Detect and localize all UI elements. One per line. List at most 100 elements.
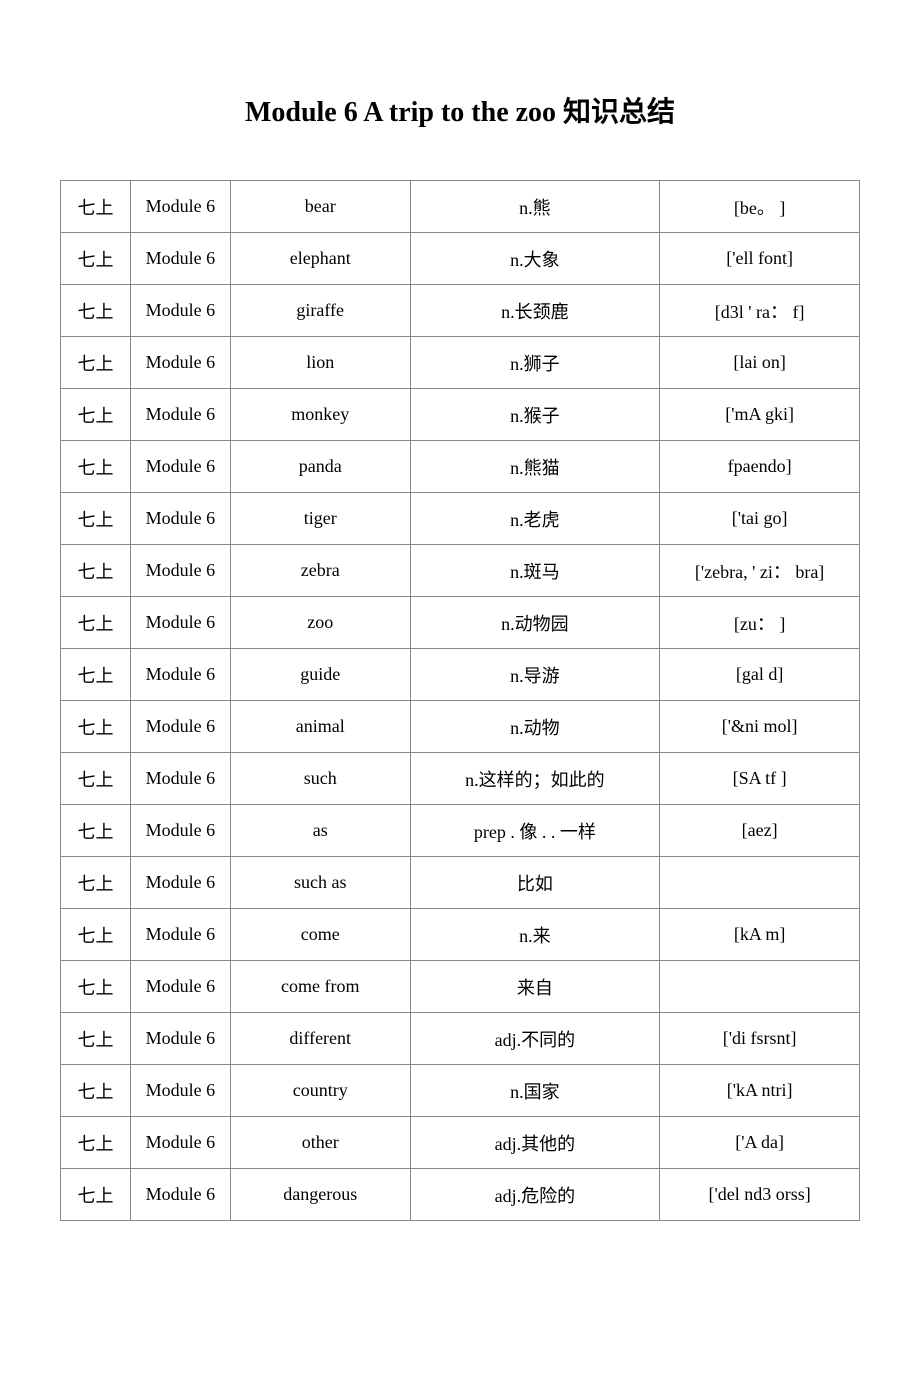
table-cell: other [230,1117,410,1169]
table-row: 七上Module 6otheradj.其他的['A da] [61,1117,860,1169]
table-cell: Module 6 [130,649,230,701]
table-cell: such as [230,857,410,909]
table-cell: 七上 [61,753,131,805]
table-cell: n.老虎 [410,493,660,545]
table-cell: 七上 [61,961,131,1013]
table-row: 七上Module 6animaln.动物['&ni mol] [61,701,860,753]
table-cell: Module 6 [130,1117,230,1169]
table-cell: 七上 [61,1117,131,1169]
table-cell: Module 6 [130,285,230,337]
table-cell: 七上 [61,909,131,961]
table-cell: Module 6 [130,961,230,1013]
table-cell: 七上 [61,1013,131,1065]
table-cell: 七上 [61,597,131,649]
table-cell: 七上 [61,493,131,545]
table-row: 七上Module 6elephantn.大象['ell font] [61,233,860,285]
table-row: 七上Module 6zoon.动物园[zu： ] [61,597,860,649]
table-cell: n.猴子 [410,389,660,441]
table-cell: n.这样的；如此的 [410,753,660,805]
table-cell: Module 6 [130,337,230,389]
table-cell: 七上 [61,1065,131,1117]
table-row: 七上Module 6asprep . 像 . . 一样[aez] [61,805,860,857]
table-row: 七上Module 6zebran.斑马['zebra, ' zi： bra] [61,545,860,597]
table-cell: [d3l ' ra： f] [660,285,860,337]
table-cell: ['zebra, ' zi： bra] [660,545,860,597]
table-cell: 七上 [61,389,131,441]
table-cell: panda [230,441,410,493]
table-cell: ['ell font] [660,233,860,285]
table-cell: 七上 [61,701,131,753]
table-cell: Module 6 [130,597,230,649]
table-cell: n.动物 [410,701,660,753]
table-row: 七上Module 6lionn.狮子[lai on] [61,337,860,389]
table-cell: [zu： ] [660,597,860,649]
table-row: 七上Module 6pandan.熊猫fpaendo] [61,441,860,493]
table-cell: Module 6 [130,181,230,233]
table-row: 七上Module 6dangerousadj.危险的['del nd3 orss… [61,1169,860,1221]
table-cell: [be。 ] [660,181,860,233]
table-cell: 七上 [61,805,131,857]
table-row: 七上Module 6such as比如 [61,857,860,909]
table-cell: adj.其他的 [410,1117,660,1169]
table-cell: Module 6 [130,857,230,909]
table-cell: [kA m] [660,909,860,961]
table-cell: n.长颈鹿 [410,285,660,337]
table-cell: adj.不同的 [410,1013,660,1065]
table-cell: come from [230,961,410,1013]
table-cell: 七上 [61,545,131,597]
table-cell: adj.危险的 [410,1169,660,1221]
table-cell: 七上 [61,233,131,285]
table-cell: different [230,1013,410,1065]
table-cell: ['kA ntri] [660,1065,860,1117]
table-row: 七上Module 6tigern.老虎['tai go] [61,493,860,545]
document-page: Module 6 A trip to the zoo 知识总结 七上Module… [0,0,920,1281]
table-cell: tiger [230,493,410,545]
table-row: 七上Module 6guiden.导游[gal d] [61,649,860,701]
table-cell: n.导游 [410,649,660,701]
table-cell: Module 6 [130,233,230,285]
table-cell: come [230,909,410,961]
table-cell: Module 6 [130,441,230,493]
table-cell: Module 6 [130,389,230,441]
table-cell: zoo [230,597,410,649]
table-cell: zebra [230,545,410,597]
table-cell: Module 6 [130,753,230,805]
table-cell: ['&ni mol] [660,701,860,753]
table-cell: lion [230,337,410,389]
table-cell: 七上 [61,181,131,233]
table-cell: Module 6 [130,1013,230,1065]
table-cell: 七上 [61,441,131,493]
table-cell: ['del nd3 orss] [660,1169,860,1221]
table-cell: 七上 [61,857,131,909]
page-title: Module 6 A trip to the zoo 知识总结 [40,90,880,130]
table-cell: Module 6 [130,545,230,597]
table-row: 七上Module 6bearn.熊[be。 ] [61,181,860,233]
table-cell: ['tai go] [660,493,860,545]
table-row: 七上Module 6suchn.这样的；如此的[SA tf ] [61,753,860,805]
table-cell: monkey [230,389,410,441]
table-cell: prep . 像 . . 一样 [410,805,660,857]
table-cell: 来自 [410,961,660,1013]
table-cell: as [230,805,410,857]
table-cell: animal [230,701,410,753]
table-cell: n.动物园 [410,597,660,649]
table-cell: Module 6 [130,493,230,545]
table-cell: Module 6 [130,909,230,961]
table-cell: Module 6 [130,1065,230,1117]
table-cell: giraffe [230,285,410,337]
table-cell: 七上 [61,285,131,337]
table-cell: n.熊 [410,181,660,233]
table-cell: fpaendo] [660,441,860,493]
table-row: 七上Module 6giraffen.长颈鹿[d3l ' ra： f] [61,285,860,337]
table-cell: ['di fsrsnt] [660,1013,860,1065]
table-cell: ['mA gki] [660,389,860,441]
table-cell: [lai on] [660,337,860,389]
table-cell: Module 6 [130,1169,230,1221]
table-cell: 七上 [61,1169,131,1221]
table-cell: bear [230,181,410,233]
table-cell: n.熊猫 [410,441,660,493]
table-cell: n.狮子 [410,337,660,389]
table-row: 七上Module 6monkeyn.猴子['mA gki] [61,389,860,441]
table-cell: 七上 [61,649,131,701]
table-row: 七上Module 6countryn.国家['kA ntri] [61,1065,860,1117]
